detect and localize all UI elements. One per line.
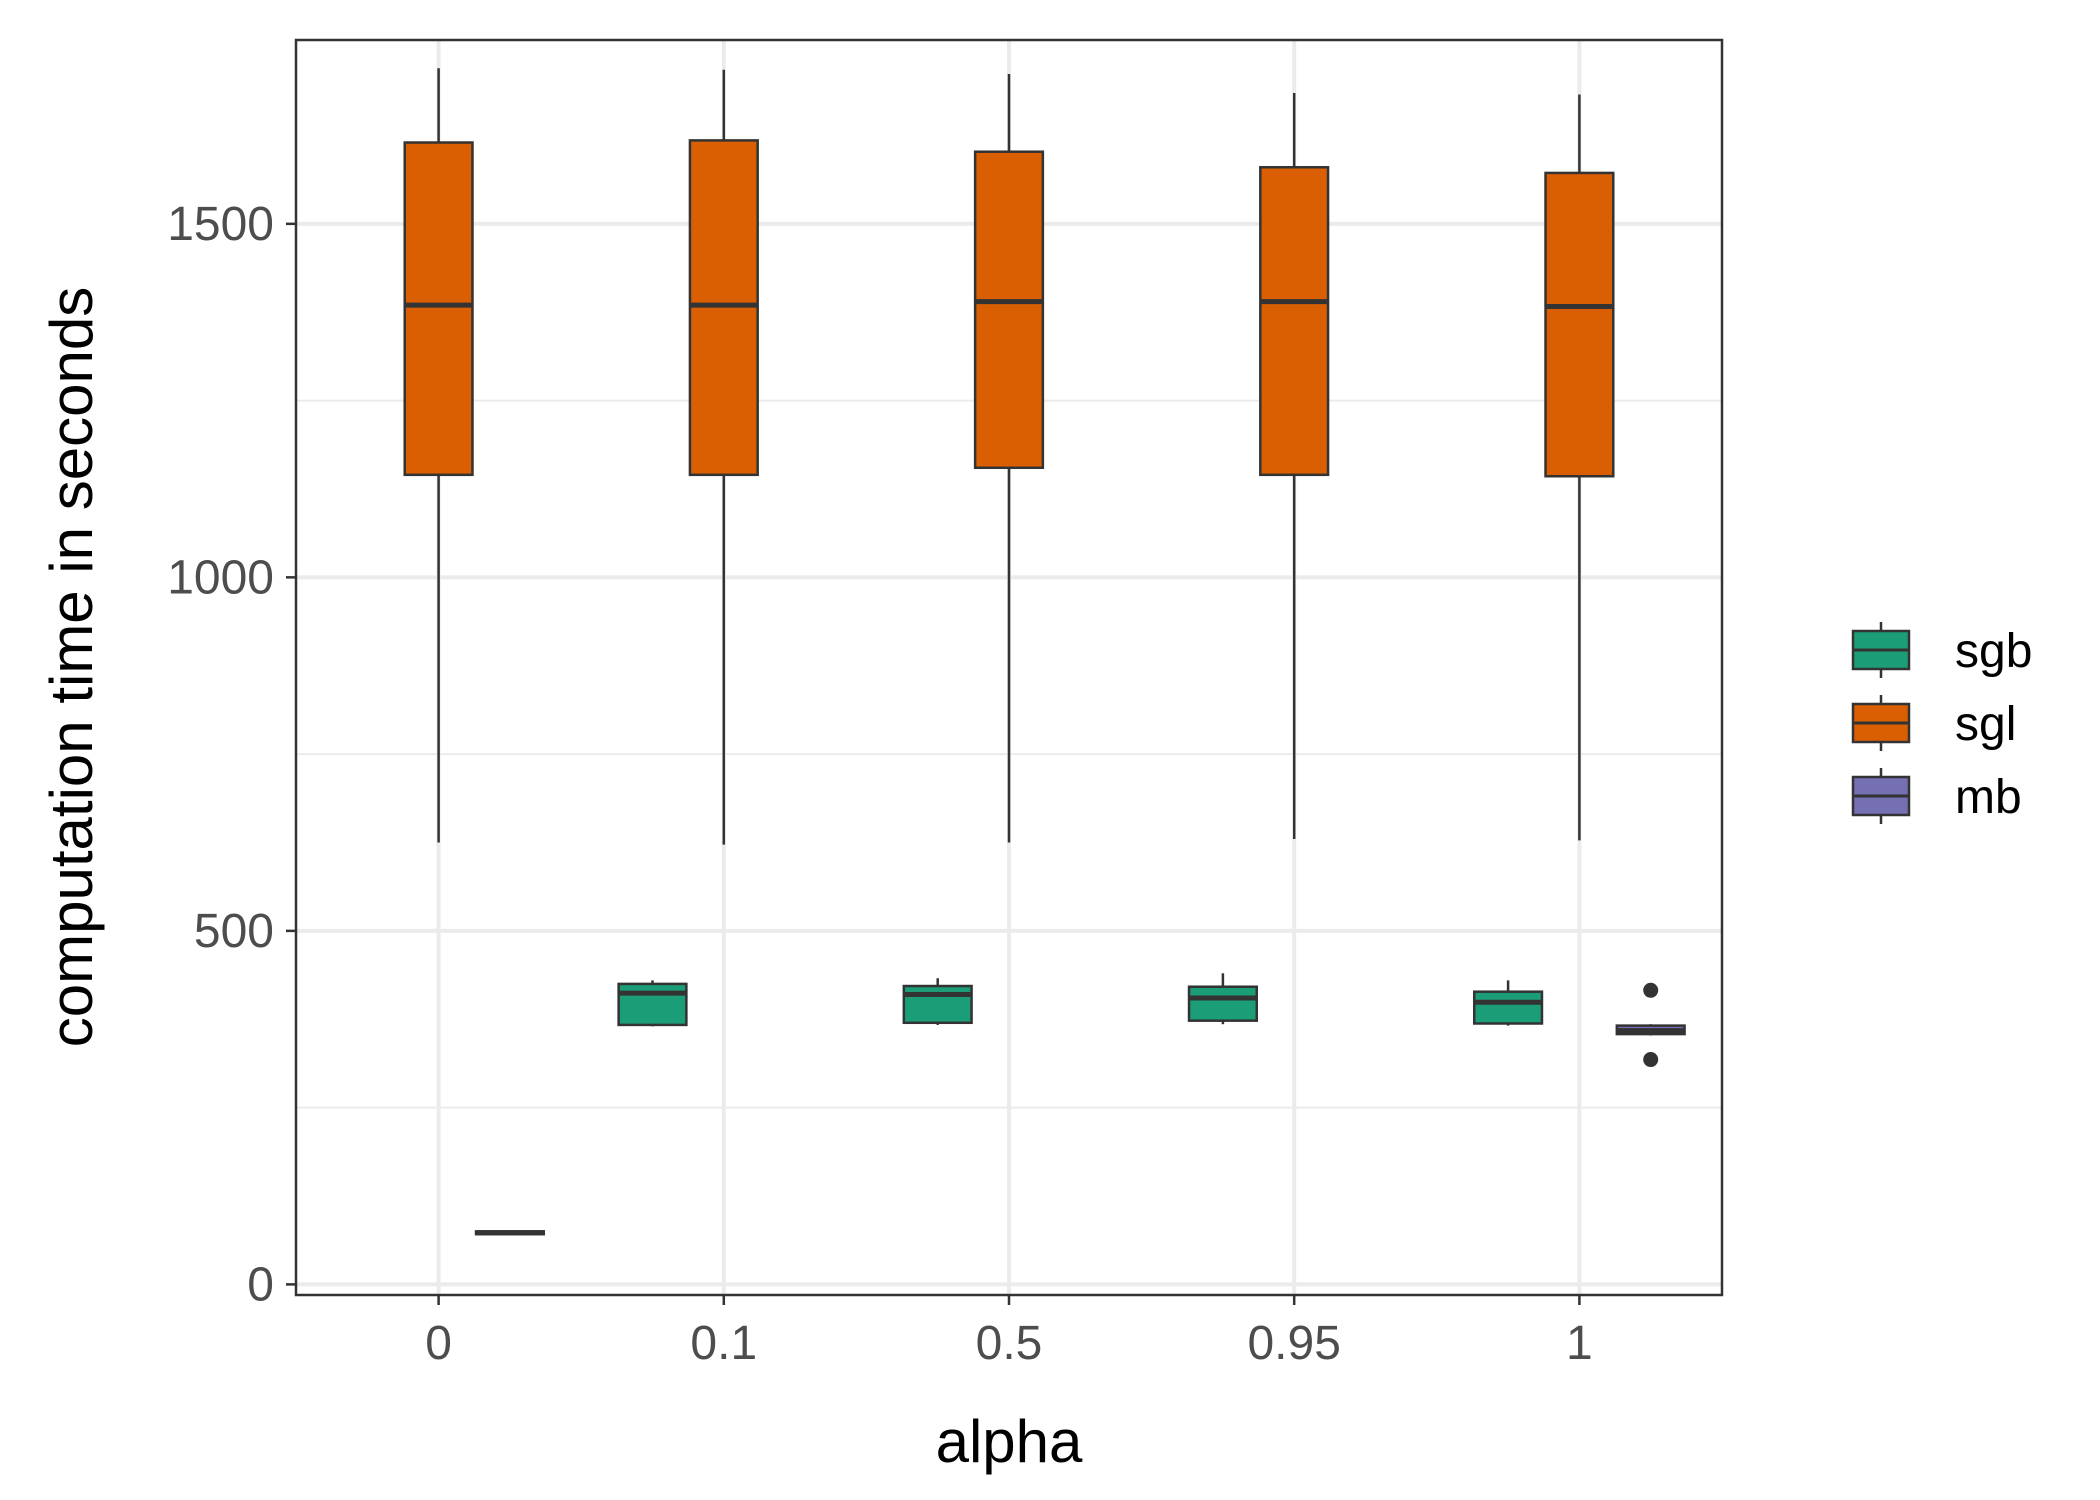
outlier-point bbox=[1643, 982, 1659, 998]
x-tick-label: 1 bbox=[1566, 1317, 1593, 1370]
x-tick-label: 0.1 bbox=[690, 1317, 757, 1370]
axes: 0 500 1000 1500 0 0.1 0.5 0.95 1 bbox=[167, 198, 1593, 1370]
box-sgb-2 bbox=[902, 978, 973, 1025]
box-body bbox=[1544, 171, 1615, 478]
box-body bbox=[1259, 166, 1330, 477]
box-sgb-4 bbox=[1472, 980, 1544, 1026]
legend-label: mb bbox=[1955, 771, 2022, 824]
box-body bbox=[902, 984, 973, 1025]
box-mb-0 bbox=[474, 1230, 546, 1236]
y-tick-label: 1500 bbox=[167, 198, 274, 251]
legend-label: sgb bbox=[1955, 625, 2032, 678]
x-tick-label: 0.5 bbox=[976, 1317, 1043, 1370]
box-sgl-1 bbox=[688, 69, 759, 845]
legend-item-sgl: sgl bbox=[1851, 695, 2016, 751]
box-sgl-0 bbox=[403, 68, 474, 843]
box-mb-4 bbox=[1615, 982, 1686, 1068]
outlier-point bbox=[1643, 1052, 1659, 1068]
y-axis-title: computation time in seconds bbox=[38, 287, 105, 1047]
box-sgl-4 bbox=[1544, 94, 1615, 841]
y-tick-label: 0 bbox=[247, 1258, 274, 1311]
box-sgb-3 bbox=[1187, 973, 1259, 1025]
y-tick-label: 500 bbox=[194, 905, 274, 958]
box-sgb-1 bbox=[617, 980, 688, 1027]
boxes bbox=[403, 68, 1686, 1236]
box-sgl-2 bbox=[973, 73, 1045, 843]
legend-item-mb: mb bbox=[1851, 768, 2022, 824]
box-body bbox=[973, 150, 1045, 470]
x-axis-title: alpha bbox=[936, 1408, 1083, 1475]
box-sgl-3 bbox=[1259, 93, 1330, 839]
legend-label: sgl bbox=[1955, 698, 2016, 751]
x-tick-label: 0.95 bbox=[1247, 1317, 1340, 1370]
box-body bbox=[1187, 985, 1259, 1022]
box-body bbox=[1472, 990, 1544, 1025]
legend: sgb sgl mb bbox=[1851, 622, 2032, 824]
box-body bbox=[403, 141, 474, 477]
box-body bbox=[617, 982, 688, 1027]
y-tick-label: 1000 bbox=[167, 551, 274, 604]
legend-item-sgb: sgb bbox=[1851, 622, 2032, 678]
x-tick-label: 0 bbox=[425, 1317, 452, 1370]
